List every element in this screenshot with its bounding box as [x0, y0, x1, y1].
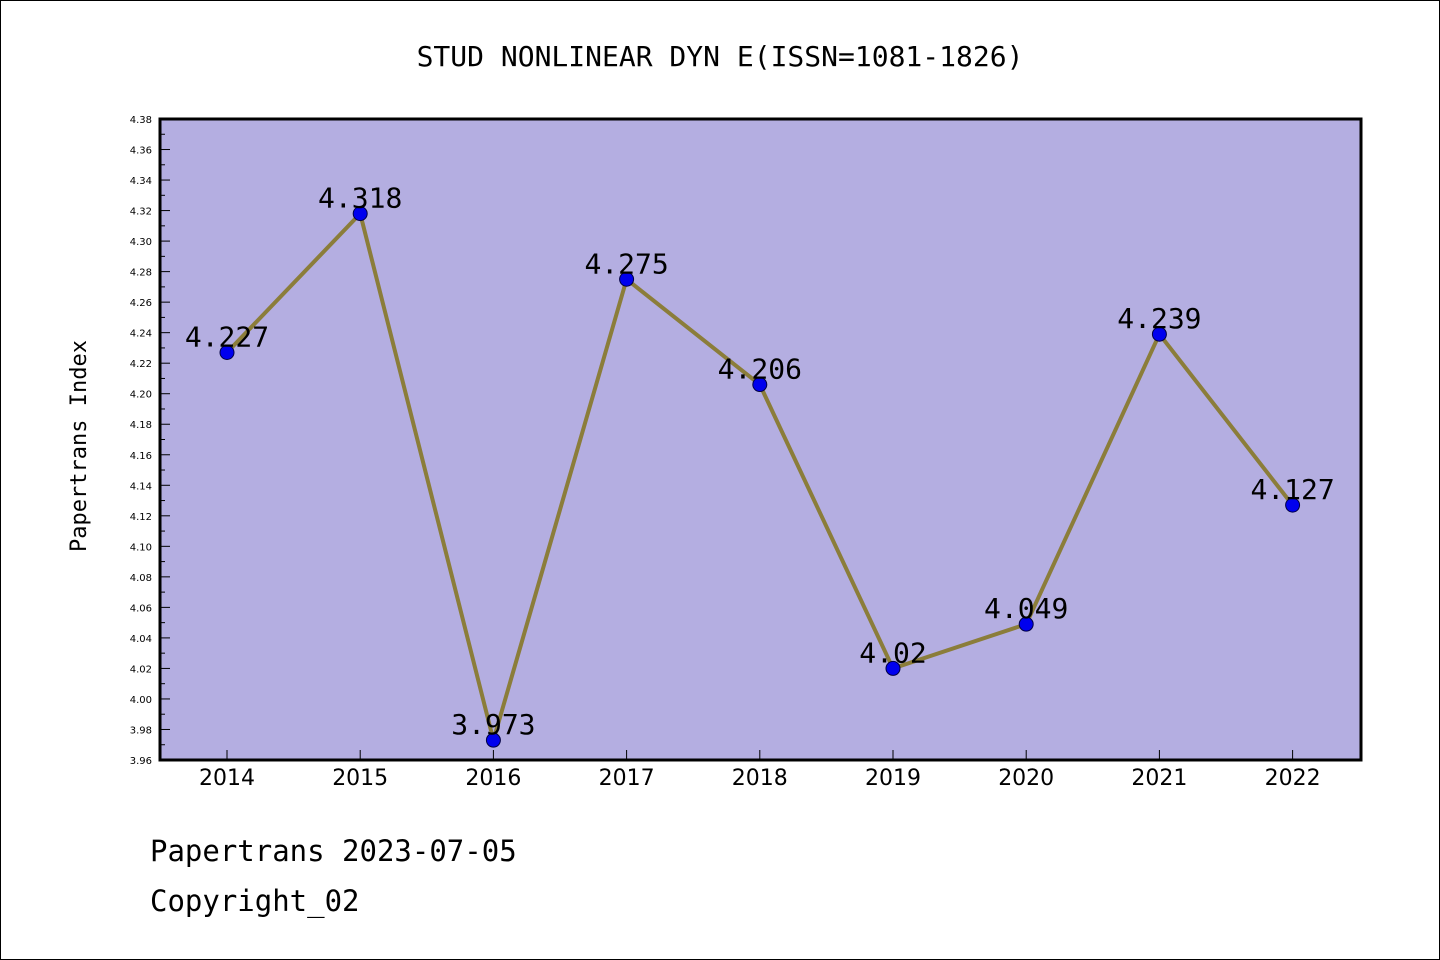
x-tick-label: 2017 [599, 766, 655, 791]
data-label: 4.02 [859, 636, 926, 669]
data-label: 4.206 [718, 353, 802, 386]
plot-area [158, 117, 1363, 762]
data-point [752, 377, 768, 393]
y-axis-ticks: 3.96 3.98 4.00 4.02 4.04 4.06 4.08 4.10 4.12 4.14… [130, 115, 170, 767]
x-tick-label: 2022 [1265, 766, 1321, 791]
data-label: 4.049 [984, 592, 1068, 625]
y-tick-label: 4.36 [130, 146, 152, 157]
y-tick-label: 4.28 [130, 268, 152, 279]
y-tick-label: 4.20 [130, 390, 152, 401]
data-point [352, 206, 368, 222]
data-point [619, 271, 635, 287]
x-tick-label: 2015 [332, 766, 388, 791]
y-axis-label: Papertrans Index [67, 340, 92, 552]
footer-source: Papertrans 2023-07-05 [150, 834, 517, 868]
y-tick-label: 4.02 [130, 664, 152, 675]
y-tick-label: 4.08 [130, 573, 152, 584]
y-tick-label: 4.16 [130, 451, 152, 462]
data-point [485, 732, 501, 748]
x-tick-label: 2021 [1131, 766, 1187, 791]
x-tick-label: 2014 [199, 766, 255, 791]
y-tick-label: 3.96 [130, 756, 152, 767]
series-layer: 4.227 4.318 3.973 4.275 4.206 4.02 4.049 4.239 4… [185, 182, 1335, 748]
data-label: 4.275 [584, 247, 668, 280]
x-axis-ticks: 2014 2015 2016 2017 2018 2019 2020 2021 2022 [199, 750, 1321, 791]
y-tick-label: 4.14 [130, 481, 152, 492]
x-tick-label: 2016 [465, 766, 521, 791]
y-tick-label: 4.18 [130, 420, 152, 431]
data-point [1151, 326, 1167, 342]
y-tick-label: 4.38 [130, 115, 152, 126]
data-label: 4.127 [1250, 473, 1334, 506]
y-tick-label: 4.26 [130, 298, 152, 309]
y-tick-label: 4.06 [130, 603, 152, 614]
x-tick-label: 2019 [865, 766, 921, 791]
data-label: 3.973 [451, 708, 535, 741]
y-tick-label: 4.04 [130, 634, 152, 645]
y-tick-label: 4.32 [130, 207, 152, 218]
x-tick-label: 2020 [998, 766, 1054, 791]
data-point [1018, 616, 1034, 632]
footer-copyright: Copyright_02 [150, 884, 360, 918]
data-label: 4.318 [318, 182, 402, 215]
chart-title: STUD NONLINEAR DYN E(ISSN=1081-1826) [417, 40, 1024, 73]
y-tick-label: 4.30 [130, 237, 152, 248]
y-tick-label: 4.00 [130, 695, 152, 706]
x-tick-label: 2018 [732, 766, 788, 791]
y-tick-label: 4.34 [130, 176, 152, 187]
y-tick-label: 4.12 [130, 512, 152, 523]
y-tick-label: 4.24 [130, 329, 152, 340]
y-tick-label: 3.98 [130, 725, 152, 736]
data-point [219, 345, 235, 361]
data-point [885, 660, 901, 676]
data-label: 4.227 [185, 321, 269, 354]
data-label: 4.239 [1117, 302, 1201, 335]
y-tick-label: 4.10 [130, 542, 152, 553]
data-point [1285, 497, 1301, 513]
y-tick-label: 4.22 [130, 359, 152, 370]
